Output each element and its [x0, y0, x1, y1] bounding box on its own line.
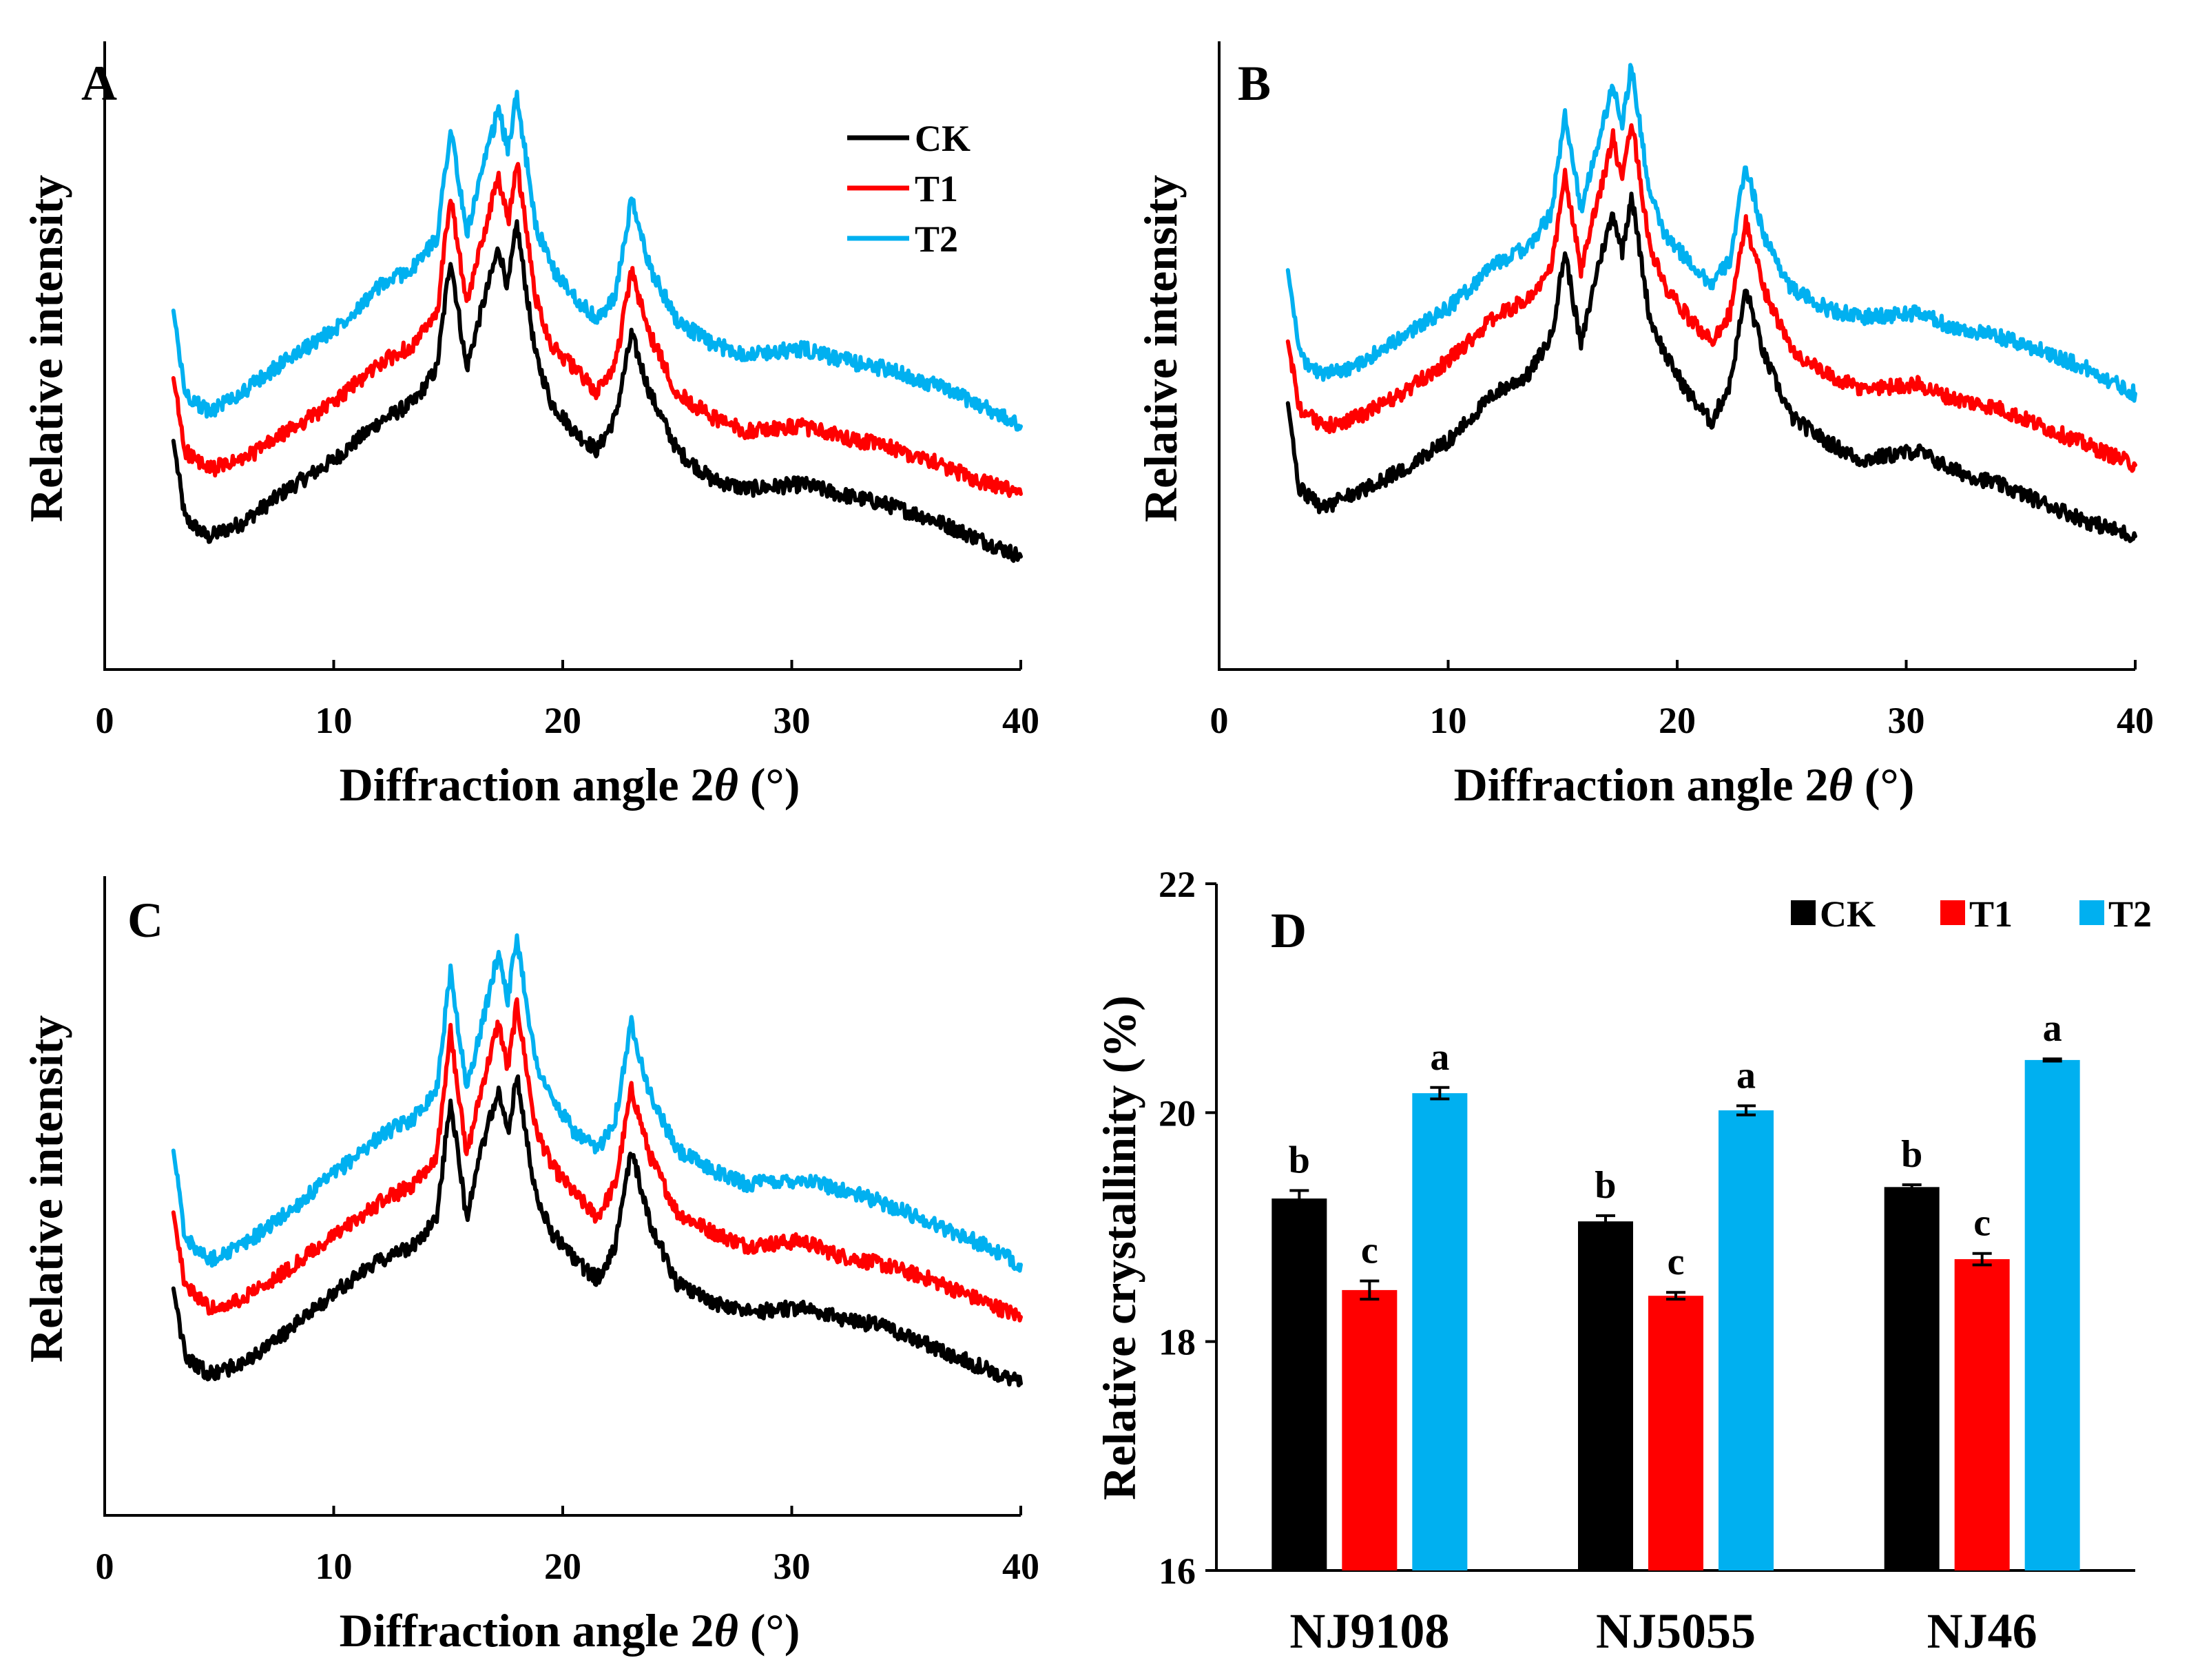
bar-group-nj46: b c a NJ46: [1884, 1007, 2080, 1659]
series-line-t1: [171, 997, 1023, 1323]
significance-letter: b: [1595, 1164, 1616, 1207]
panel-a: 0 10 20 30 40 Diffraction angle 2θ (°) Relativ…: [20, 41, 1039, 811]
bar-t1: [1648, 1296, 1703, 1570]
significance-letter: a: [1430, 1036, 1449, 1079]
x-tick-label: 10: [1430, 700, 1467, 741]
x-tick-label: 40: [1002, 1546, 1039, 1587]
series-line-t2: [171, 933, 1023, 1273]
y-axis-title: Relative crystallinity (%): [1093, 995, 1145, 1500]
error-bar: [2042, 1057, 2062, 1063]
panel-letter: A: [81, 56, 117, 111]
y-tick-label: 16: [1159, 1551, 1196, 1592]
legend-label-ck: CK: [915, 118, 970, 159]
x-tick-label: 10: [315, 1546, 353, 1587]
x-axis-title-text: Diffraction angle 2: [340, 758, 714, 811]
error-bar: [1736, 1104, 1756, 1117]
x-tick-label: 0: [96, 700, 114, 741]
x-axis-title-unit: (°): [1853, 758, 1914, 811]
series-line-t1: [1285, 123, 2137, 473]
panel-letter: C: [127, 893, 163, 948]
x-axis-title: Diffraction angle 2θ (°): [340, 1604, 800, 1657]
y-axis-title: Relative intensity: [1134, 175, 1187, 522]
error-bar: [1596, 1214, 1615, 1229]
bar-group-nj5055: b c a NJ5055: [1578, 1054, 1774, 1659]
error-bar: [1360, 1279, 1380, 1301]
series-line-t2: [171, 90, 1023, 432]
x-tick-label: 0: [1210, 700, 1229, 741]
series-line-ck: [171, 1074, 1023, 1388]
legend-label-t1: T1: [915, 168, 958, 209]
error-bar: [1902, 1183, 1922, 1191]
significance-letter: c: [1361, 1230, 1378, 1272]
legend-label-ck: CK: [1820, 893, 1876, 935]
error-bar: [1972, 1252, 1992, 1267]
significance-letter: b: [1289, 1139, 1310, 1181]
legend-swatch-t1: [1940, 900, 1965, 925]
significance-letter: a: [1736, 1054, 1756, 1097]
theta-symbol: θ: [714, 758, 738, 811]
panel-b: 0 10 20 30 40 Diffraction angle 2θ (°) Relativ…: [1134, 41, 2154, 811]
x-tick-label: 10: [315, 700, 353, 741]
x-tick-label: 30: [1888, 700, 1925, 741]
legend-swatch-t2: [2079, 900, 2104, 925]
legend-label-t2: T2: [2108, 893, 2152, 935]
x-axis-title-text: Diffraction angle 2: [340, 1604, 714, 1657]
x-tick-label: 30: [774, 700, 811, 741]
legend-label-t2: T2: [915, 218, 958, 260]
axis-lines: [1218, 41, 2135, 671]
significance-letter: c: [1973, 1202, 1991, 1245]
theta-symbol: θ: [1829, 758, 1853, 811]
panel-letter: D: [1271, 903, 1307, 958]
x-tick-label: 0: [96, 1546, 114, 1587]
x-tick-label: 40: [1002, 700, 1039, 741]
x-axis-title-text: Diffraction angle 2: [1454, 758, 1829, 811]
theta-symbol: θ: [714, 1604, 738, 1657]
series-line-t1: [171, 162, 1023, 498]
y-tick-label: 18: [1159, 1322, 1196, 1363]
x-category-label: NJ46: [1927, 1604, 2037, 1659]
bar-t1: [1954, 1259, 2010, 1570]
y-tick-label: 22: [1159, 864, 1196, 905]
series-line-ck: [171, 219, 1023, 563]
bar-t2: [2024, 1059, 2080, 1570]
x-category-label: NJ5055: [1596, 1604, 1756, 1659]
panel-d: 16 18 20 22 Relative crystallinity (%) D CK T1 T…: [1093, 864, 2152, 1659]
bar-ck: [1271, 1198, 1327, 1570]
y-axis-title: Relative intensity: [20, 1015, 72, 1362]
bar-t2: [1719, 1110, 1774, 1570]
x-tick-label: 30: [774, 1546, 811, 1587]
bar-ck: [1578, 1221, 1633, 1570]
bar-ck: [1884, 1187, 1940, 1570]
panel-letter: B: [1238, 56, 1271, 111]
legend-swatch-ck: [1791, 900, 1816, 925]
x-axis-title-unit: (°): [738, 758, 800, 811]
bar-t1: [1342, 1289, 1398, 1570]
x-axis-title: Diffraction angle 2θ (°): [1454, 758, 1915, 811]
significance-letter: b: [1901, 1133, 1922, 1176]
x-axis-title: Diffraction angle 2θ (°): [340, 758, 800, 811]
significance-letter: c: [1668, 1241, 1685, 1283]
error-bar: [1289, 1189, 1309, 1208]
x-axis-title-unit: (°): [738, 1604, 800, 1657]
series-line-t2: [1285, 63, 2137, 403]
y-axis-title: Relative intensity: [20, 175, 72, 522]
bar-group-nj9108: b c a NJ9108: [1271, 1036, 1468, 1659]
x-tick-label: 20: [544, 700, 581, 741]
legend-label-t1: T1: [1969, 893, 2013, 935]
y-tick-label: 20: [1159, 1092, 1196, 1134]
x-tick-label: 20: [544, 1546, 581, 1587]
series-line-ck: [1285, 191, 2137, 543]
panel-c: 0 10 20 30 40 Diffraction angle 2θ (°) Relativ…: [20, 876, 1039, 1657]
bar-t2: [1412, 1093, 1468, 1570]
significance-letter: a: [2043, 1007, 2062, 1050]
x-tick-label: 20: [1659, 700, 1696, 741]
x-tick-label: 40: [2117, 700, 2154, 741]
error-bar: [1430, 1086, 1450, 1101]
x-category-label: NJ9108: [1289, 1604, 1449, 1659]
error-bar: [1666, 1291, 1685, 1301]
axis-lines: [103, 876, 1021, 1517]
